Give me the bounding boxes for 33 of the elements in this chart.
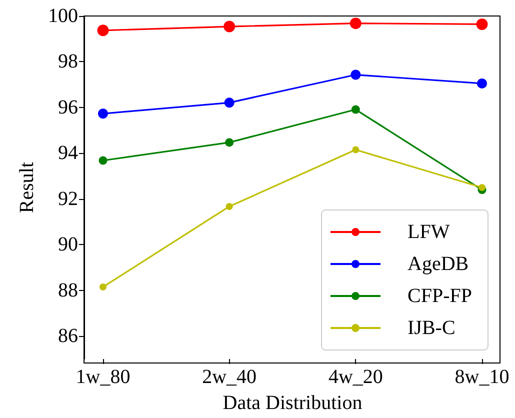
point <box>100 283 106 290</box>
point <box>98 156 108 165</box>
y-axis-title: Result <box>16 162 38 214</box>
point <box>352 146 360 154</box>
y-tick-label: 96 <box>58 96 78 118</box>
point <box>224 98 234 108</box>
x-tick-label: 2w_40 <box>202 366 257 388</box>
point <box>477 78 487 88</box>
point <box>478 184 486 191</box>
y-tick-label: 100 <box>48 5 78 27</box>
x-tick-label: 1w_80 <box>76 366 130 388</box>
y-tick-label: 88 <box>58 279 78 302</box>
point <box>224 20 236 32</box>
point <box>225 138 234 147</box>
y-tick-label: 86 <box>58 325 78 348</box>
y-tick-label: 98 <box>58 50 78 73</box>
legend-label: LFW <box>408 221 450 243</box>
x-tick-label: 4w_20 <box>328 366 383 388</box>
point <box>350 70 361 80</box>
y-tick-label: 92 <box>58 188 78 210</box>
y-tick-label: 94 <box>58 142 78 164</box>
legend-label: CFP-FP <box>408 285 472 307</box>
point <box>351 105 360 114</box>
point <box>98 108 108 119</box>
x-axis-title: Data Distribution <box>222 392 362 414</box>
point <box>350 18 362 30</box>
y-tick-label: 90 <box>58 234 78 256</box>
point <box>476 18 488 30</box>
legend-label: IJB-C <box>408 317 456 339</box>
legend-label: AgeDB <box>408 253 469 275</box>
x-tick-label: 8w_10 <box>454 366 510 388</box>
point <box>226 202 233 210</box>
point <box>97 24 109 36</box>
